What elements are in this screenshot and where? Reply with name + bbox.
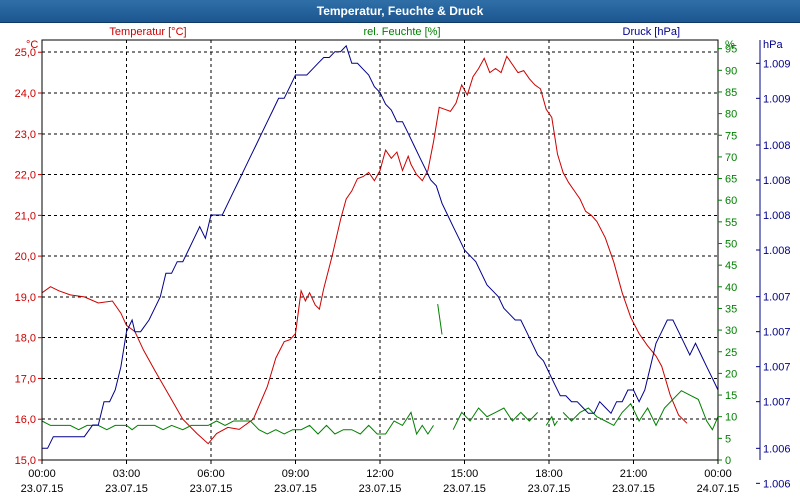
tick-label-temperature: 21,0 (15, 210, 36, 222)
tick-label-pressure: 1.008 (763, 210, 791, 222)
tick-label-pressure: 1.008 (763, 175, 791, 187)
tick-label-pressure: 1.006 (763, 443, 791, 455)
tick-label-humidity: 10 (725, 412, 737, 424)
tick-label-x-date: 23.07.15 (359, 483, 402, 495)
tick-label-x-time: 00:00 (28, 468, 56, 480)
axis-unit-temperature: °C (26, 39, 38, 51)
tick-label-x-time: 09:00 (282, 468, 310, 480)
tick-label-x-date: 23.07.15 (528, 483, 571, 495)
tick-label-humidity: 50 (725, 239, 737, 251)
tick-label-humidity: 40 (725, 282, 737, 294)
tick-label-humidity: 25 (725, 347, 737, 359)
tick-label-humidity: 55 (725, 217, 737, 229)
series-line-temperature (41, 55, 688, 445)
tick-label-temperature: 25,0 (15, 47, 36, 59)
tick-label-pressure: 1.008 (763, 140, 791, 152)
tick-label-pressure: 1.007 (763, 362, 791, 374)
chart-svg: 25,0 24,0 23,0 22,0 21,0 20,0 19,0 18,0 17,0 16,0… (15, 26, 791, 495)
tick-label-humidity: 30 (725, 325, 737, 337)
tick-label-x-time: 18:00 (535, 468, 563, 480)
tick-label-pressure: 1.008 (763, 245, 791, 257)
tick-label-x-time: 03:00 (113, 468, 141, 480)
tick-label-humidity: 85 (725, 87, 737, 99)
tick-label-x-date: 23.07.15 (612, 483, 655, 495)
series-layer (41, 44, 719, 449)
tick-label-humidity: 60 (725, 195, 737, 207)
tick-label-x-date: 23.07.15 (105, 483, 148, 495)
axis-title-temperature: Temperatur [°C] (109, 26, 186, 38)
tick-label-pressure: 1.009 (763, 93, 791, 105)
tick-label-humidity: 0 (725, 455, 731, 467)
tick-label-humidity: 45 (725, 260, 737, 272)
tick-label-x-date: 24.07.15 (697, 483, 740, 495)
tick-label-x-time: 15:00 (451, 468, 479, 480)
tick-label-temperature: 19,0 (15, 292, 36, 304)
tick-label-temperature: 23,0 (15, 129, 36, 141)
tick-label-humidity: 75 (725, 130, 737, 142)
tick-label-temperature: 18,0 (15, 333, 36, 345)
tick-label-humidity: 5 (725, 433, 731, 445)
tick-label-temperature: 15,0 (15, 455, 36, 467)
tick-label-temperature: 16,0 (15, 414, 36, 426)
tick-label-x-date: 23.07.15 (21, 483, 64, 495)
tick-label-pressure: 1.007 (763, 327, 791, 339)
tick-label-pressure: 1.007 (763, 397, 791, 409)
axis-title-humidity: rel. Feuchte [%] (363, 26, 440, 38)
tick-label-temperature: 20,0 (15, 251, 36, 263)
tick-label-humidity: 20 (725, 368, 737, 380)
tick-label-pressure: 1.006 (763, 478, 791, 490)
axis-title-pressure: Druck [hPa] (623, 26, 680, 38)
tick-label-x-date: 23.07.15 (443, 483, 486, 495)
tick-label-humidity: 90 (725, 65, 737, 77)
chart-title: Temperatur, Feuchte & Druck (0, 0, 800, 23)
tick-label-x-date: 23.07.15 (274, 483, 317, 495)
axis-unit-pressure: hPa (763, 39, 783, 51)
tick-label-pressure: 1.007 (763, 292, 791, 304)
tick-label-temperature: 22,0 (15, 170, 36, 182)
tick-label-x-time: 12:00 (366, 468, 394, 480)
tick-label-humidity: 70 (725, 152, 737, 164)
tick-label-pressure: 1.009 (763, 58, 791, 70)
series-line-pressure (42, 44, 719, 449)
axis-labels: 25,0 24,0 23,0 22,0 21,0 20,0 19,0 18,0 17,0 16,0… (15, 26, 791, 495)
tick-label-humidity: 95 (725, 44, 737, 56)
tick-label-humidity: 65 (725, 174, 737, 186)
tick-label-temperature: 17,0 (15, 373, 36, 385)
tick-label-humidity: 80 (725, 109, 737, 121)
tick-label-x-date: 23.07.15 (190, 483, 233, 495)
tick-label-humidity: 35 (725, 303, 737, 315)
tick-label-x-time: 00:00 (704, 468, 732, 480)
series-line-humidity (41, 304, 719, 436)
tick-label-x-time: 21:00 (620, 468, 648, 480)
tick-label-x-time: 06:00 (197, 468, 225, 480)
tick-label-humidity: 15 (725, 390, 737, 402)
axis-unit-humidity: % (725, 39, 735, 51)
tick-label-temperature: 24,0 (15, 88, 36, 100)
